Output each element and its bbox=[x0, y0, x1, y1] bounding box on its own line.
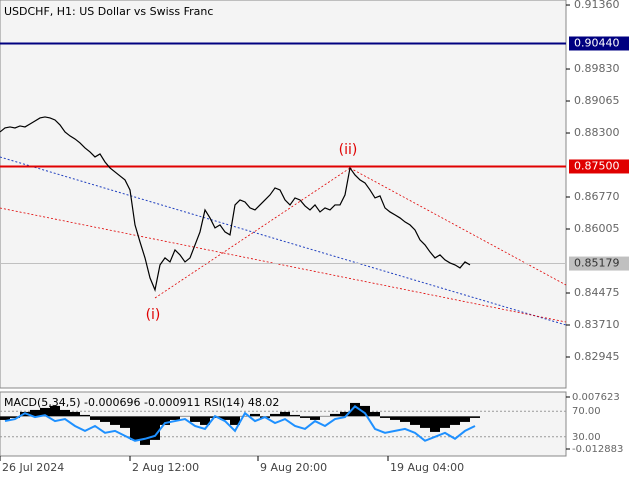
macd-bar bbox=[80, 414, 90, 417]
y-tick-label: 0.86005 bbox=[574, 222, 620, 235]
chart-title: USDCHF, H1: US Dollar vs Swiss Franc bbox=[4, 5, 213, 18]
macd-bar bbox=[370, 411, 380, 417]
macd-bar bbox=[190, 416, 200, 422]
y-tick-label: 0.88300 bbox=[574, 126, 620, 139]
y-tick-label: 0.91360 bbox=[574, 0, 620, 11]
macd-bar bbox=[10, 416, 20, 418]
macd-bar bbox=[90, 416, 100, 420]
macd-bar bbox=[340, 411, 350, 417]
wave-line bbox=[349, 167, 567, 286]
macd-bar bbox=[160, 416, 170, 425]
price-line bbox=[0, 116, 471, 292]
y-tick-label: -0.012883 bbox=[572, 444, 623, 455]
level-label-box bbox=[569, 256, 629, 271]
y2-tick-label: 70.00 bbox=[572, 406, 601, 417]
macd-bar bbox=[30, 409, 40, 417]
macd-bar bbox=[0, 416, 10, 420]
macd-bar bbox=[430, 416, 440, 432]
x-tick-label: 2 Aug 12:00 bbox=[132, 461, 199, 474]
macd-bar bbox=[120, 416, 130, 428]
macd-bar bbox=[170, 416, 180, 420]
macd-bar bbox=[410, 416, 420, 425]
macd-bar bbox=[150, 416, 160, 440]
y2-tick-label: 30.00 bbox=[572, 432, 601, 443]
macd-bar bbox=[350, 402, 360, 417]
level-label: 0.85179 bbox=[574, 257, 620, 270]
level-label-box bbox=[569, 159, 629, 174]
macd-bar bbox=[460, 416, 470, 422]
y-tick-label: 0.89830 bbox=[574, 62, 620, 75]
macd-bar bbox=[300, 416, 310, 418]
macd-bar bbox=[270, 413, 280, 417]
macd-bar bbox=[50, 405, 60, 417]
macd-bar bbox=[400, 416, 410, 422]
macd-bar bbox=[450, 416, 460, 425]
macd-bar bbox=[60, 409, 70, 417]
macd-bar bbox=[70, 411, 80, 417]
y-tick-label: 0.84475 bbox=[574, 286, 620, 299]
macd-bar bbox=[200, 416, 210, 425]
wave-label: (ii) bbox=[339, 142, 358, 158]
main-plot bbox=[0, 0, 567, 389]
macd-bar bbox=[100, 416, 110, 422]
indicator-title: MACD(5,34,5) -0.000696 -0.000911 RSI(14)… bbox=[4, 396, 279, 409]
y-tick-label: 0.83710 bbox=[574, 318, 620, 331]
macd-bar bbox=[40, 407, 50, 417]
macd-bar bbox=[220, 416, 230, 420]
macd-bar bbox=[230, 416, 240, 425]
rsi-line bbox=[4, 404, 476, 442]
macd-bar bbox=[130, 416, 140, 440]
macd-bar bbox=[380, 416, 390, 418]
macd-bar bbox=[470, 416, 480, 418]
y-tick-label: 0.86770 bbox=[574, 190, 620, 203]
macd-bar bbox=[420, 416, 430, 428]
x-tick-label: 26 Jul 2024 bbox=[2, 461, 64, 474]
y-tick-label: 0.89065 bbox=[574, 94, 620, 107]
channel-line bbox=[0, 207, 567, 323]
macd-bar bbox=[250, 413, 260, 417]
macd-bar bbox=[140, 416, 150, 445]
indicator-plot bbox=[0, 391, 567, 457]
wave-label: (i) bbox=[146, 307, 161, 323]
macd-bar bbox=[330, 413, 340, 417]
macd-bar bbox=[310, 416, 320, 420]
macd-bar bbox=[360, 405, 370, 417]
y-tick-label: 0.007623 bbox=[572, 392, 620, 403]
trend-line bbox=[0, 156, 567, 326]
level-label: 0.87500 bbox=[574, 159, 620, 172]
wave-line bbox=[154, 167, 351, 299]
macd-bar bbox=[390, 416, 400, 420]
macd-bar bbox=[110, 416, 120, 425]
y-tick-label: 0.82945 bbox=[574, 350, 620, 363]
level-label-box bbox=[569, 36, 629, 51]
x-tick-label: 9 Aug 20:00 bbox=[260, 461, 327, 474]
macd-bar bbox=[440, 416, 450, 428]
x-tick-label: 19 Aug 04:00 bbox=[390, 461, 464, 474]
level-label: 0.90440 bbox=[574, 37, 620, 50]
macd-bar bbox=[290, 414, 300, 417]
macd-bar bbox=[280, 411, 290, 417]
